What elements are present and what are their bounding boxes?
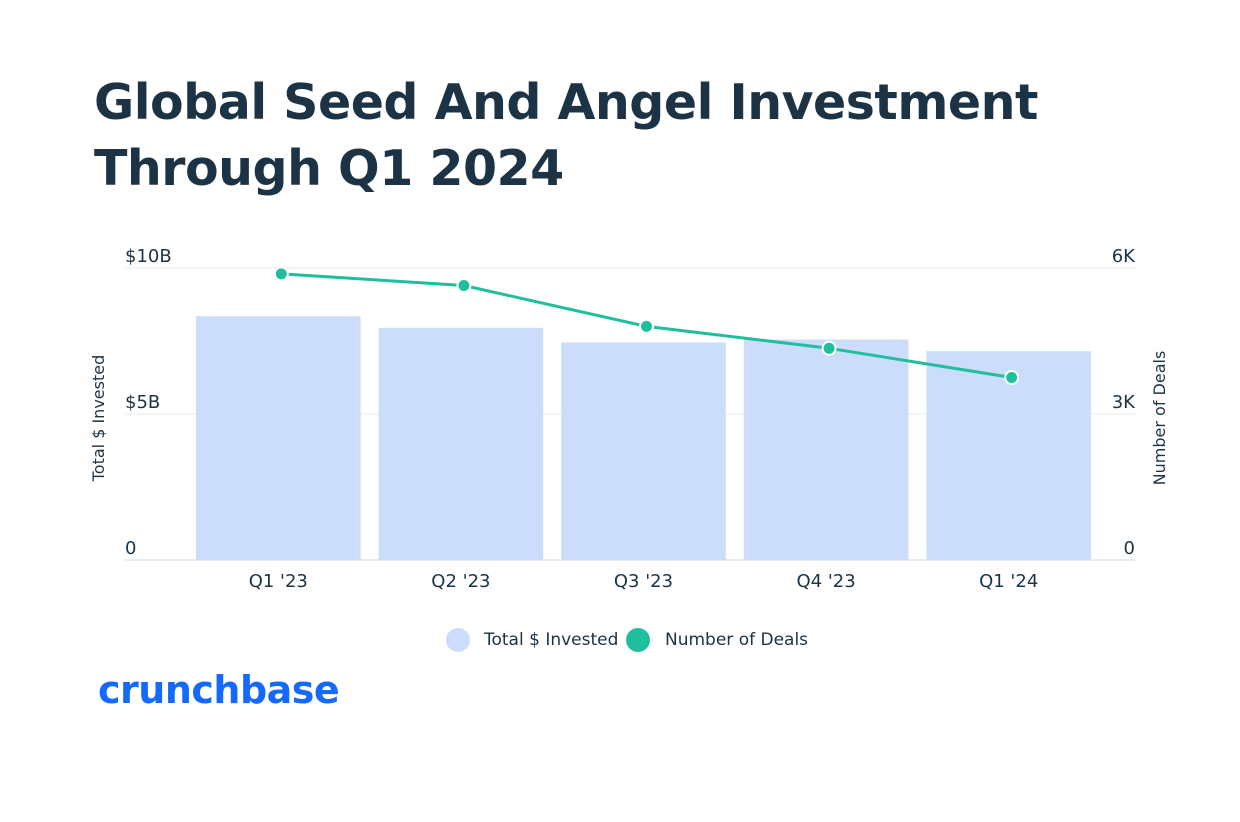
legend-swatch-line <box>626 628 650 652</box>
crunchbase-logo: crunchbase <box>98 668 340 712</box>
line-point <box>821 340 837 356</box>
line-point <box>273 266 289 282</box>
y-right-axis-title: Number of Deals <box>1150 351 1169 486</box>
y-left-tick-label: $10B <box>125 246 172 267</box>
line-point <box>456 278 472 294</box>
line-point <box>639 318 654 334</box>
bar <box>196 316 361 560</box>
chart-title-line-1: Global Seed And Angel Investment <box>94 74 1038 131</box>
x-tick-label: Q4 '23 <box>796 571 855 592</box>
y-right-tick-label: 6K <box>1112 246 1136 267</box>
y-left-tick-label: 0 <box>125 538 136 559</box>
chart-title: Global Seed And Angel Investment Through… <box>94 70 1144 202</box>
x-tick-label: Q1 '24 <box>979 571 1038 592</box>
x-tick-label: Q1 '23 <box>249 571 308 592</box>
bar <box>378 327 544 560</box>
x-tick-label: Q2 '23 <box>431 571 490 592</box>
y-right-tick-label: 0 <box>1124 538 1135 559</box>
y-right-tick-label: 3K <box>1112 392 1136 413</box>
bar <box>743 339 909 560</box>
legend-label-bar: Total $ Invested <box>483 630 618 650</box>
chart-title-line-2: Through Q1 2024 <box>94 140 564 197</box>
line-point <box>1004 370 1020 385</box>
bar <box>561 342 726 560</box>
legend-swatch-bar <box>446 628 470 652</box>
legend-label-line: Number of Deals <box>665 630 808 650</box>
bar <box>926 351 1091 560</box>
x-tick-label: Q3 '23 <box>614 571 673 592</box>
y-left-axis-title: Total $ Invested <box>89 355 108 483</box>
y-left-tick-label: $5B <box>125 392 160 413</box>
